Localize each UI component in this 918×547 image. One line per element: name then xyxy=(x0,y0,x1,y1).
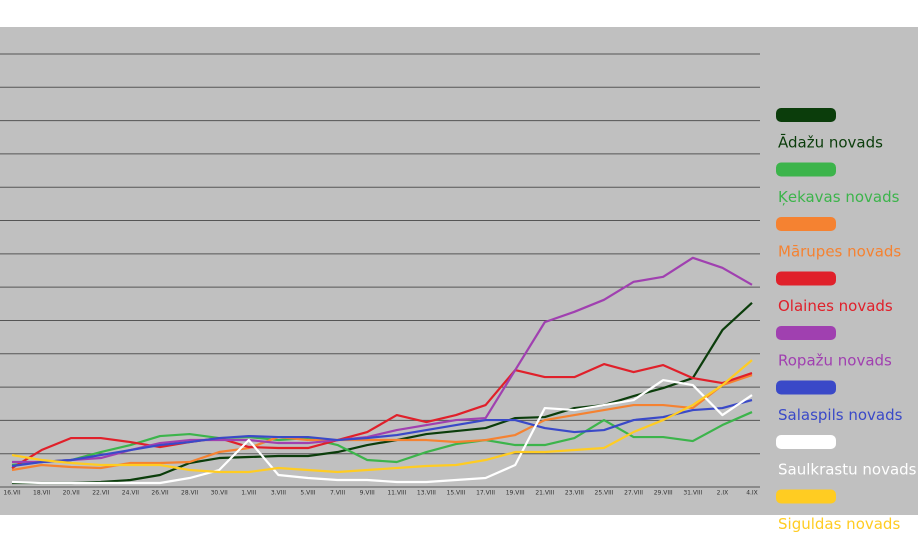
legend-swatch xyxy=(776,217,836,231)
legend-label: Ropažu novads xyxy=(778,352,892,370)
series-line xyxy=(11,378,753,485)
legend-label: Saulkrastu novads xyxy=(778,461,917,479)
legend-swatch xyxy=(776,271,836,286)
x-tick-label: 30.VII xyxy=(211,490,228,497)
legend-label: Ķekavas novads xyxy=(778,188,900,206)
series-line xyxy=(11,399,753,468)
plot-background xyxy=(0,27,918,515)
legend-swatch xyxy=(776,108,836,122)
x-tick-label: 16.VII xyxy=(3,490,20,497)
x-tick-label: 20.VII xyxy=(63,490,80,497)
series-line xyxy=(11,362,753,469)
series-line xyxy=(12,301,753,485)
x-tick-label: 15.VIII xyxy=(447,490,466,497)
x-tick-label: 13.VIII xyxy=(417,490,436,497)
x-tick-label: 26.VII xyxy=(151,490,168,497)
x-tick-label: 19.VIII xyxy=(506,490,525,497)
legend-label: Siguldas novads xyxy=(778,515,900,533)
x-tick-label: 22.VII xyxy=(92,490,109,497)
legend-label: Ādažu novads xyxy=(778,134,883,152)
x-tick-label: 7.VIII xyxy=(330,490,345,497)
x-tick-label: 4.IX xyxy=(746,490,758,497)
x-tick-label: 31.VIII xyxy=(683,490,702,497)
x-tick-label: 28.VII xyxy=(181,490,198,497)
legend-label: Salaspils novads xyxy=(778,406,903,424)
legend-swatch xyxy=(776,435,836,449)
x-tick-label: 5.VIII xyxy=(300,490,315,497)
x-tick-label: 2.IX xyxy=(717,490,729,497)
x-tick-label: 25.VIII xyxy=(595,490,614,497)
x-tick-label: 23.VIII xyxy=(565,490,584,497)
x-tick-label: 21.VIII xyxy=(535,490,554,497)
x-tick-label: 29.VIII xyxy=(654,490,673,497)
x-tick-label: 3.VIII xyxy=(271,490,286,497)
legend-swatch xyxy=(776,489,836,504)
x-tick-label: 27.VIII xyxy=(624,490,643,497)
legend-swatch xyxy=(776,162,836,177)
x-tick-label: 9.VIII xyxy=(360,490,375,497)
series-line xyxy=(11,359,753,474)
x-tick-label: 24.VII xyxy=(122,490,139,497)
legend-swatch xyxy=(776,380,836,395)
x-tick-label: 1.VIII xyxy=(241,490,256,497)
x-tick-label: 18.VII xyxy=(33,490,50,497)
series-line xyxy=(11,374,753,472)
x-tick-label: 17.VIII xyxy=(476,490,495,497)
legend-label: Olaines novads xyxy=(778,297,893,315)
legend-label: Mārupes novads xyxy=(778,243,901,261)
x-tick-label: 11.VIII xyxy=(387,490,406,497)
legend-swatch xyxy=(776,326,836,340)
